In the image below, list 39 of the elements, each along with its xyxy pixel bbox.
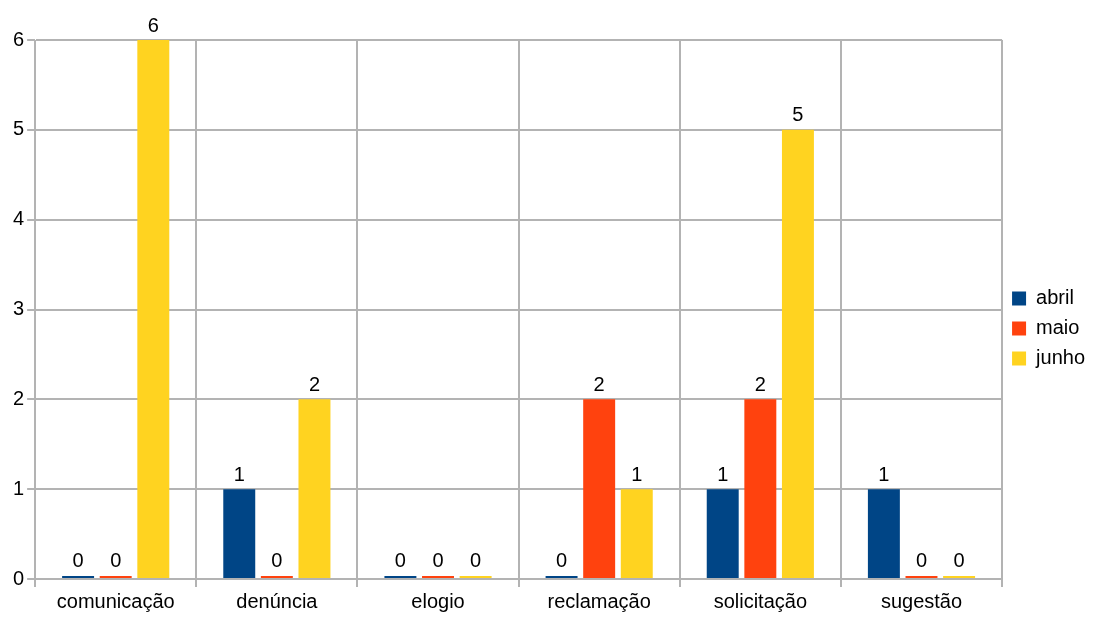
data-label: 1 [878, 462, 890, 485]
data-label: 2 [308, 372, 321, 395]
x-tick-label: elogio [411, 589, 465, 612]
data-label: 0 [72, 548, 84, 571]
data-label: 0 [110, 548, 122, 571]
bar [137, 40, 170, 578]
legend-label: maio [1036, 316, 1080, 339]
y-tick-label: 3 [13, 297, 25, 320]
data-label: 0 [470, 548, 482, 571]
x-tick-label: reclamação [547, 589, 651, 612]
data-label: 0 [556, 548, 568, 571]
y-tick-label: 4 [13, 207, 25, 230]
data-label: 5 [792, 103, 804, 126]
data-label: 0 [271, 548, 283, 571]
data-label: 2 [593, 372, 605, 395]
y-tick-label: 5 [13, 117, 25, 140]
data-label: 2 [754, 372, 766, 395]
data-label: 0 [915, 548, 928, 571]
bar [781, 129, 814, 578]
legend-label: junho [1035, 346, 1085, 369]
bar [298, 399, 331, 578]
data-label: 6 [147, 13, 159, 36]
legend-label: abril [1036, 286, 1074, 309]
x-tick-label: solicitação [713, 589, 808, 612]
data-label: 1 [717, 462, 729, 485]
bar [744, 399, 777, 578]
y-tick-label: 2 [13, 386, 25, 409]
bar [583, 399, 616, 578]
x-tick-label: sugestão [880, 589, 963, 612]
y-tick-label: 0 [13, 566, 25, 589]
data-label: 1 [631, 462, 643, 485]
data-label: 0 [394, 548, 406, 571]
y-tick-label: 6 [13, 27, 25, 50]
data-label: 0 [432, 548, 444, 571]
x-tick-label: denúncia [236, 589, 319, 612]
data-label: 1 [233, 462, 245, 485]
data-label: 0 [953, 548, 965, 571]
y-tick-label: 1 [13, 476, 25, 499]
x-tick-label: comunicação [56, 589, 175, 612]
